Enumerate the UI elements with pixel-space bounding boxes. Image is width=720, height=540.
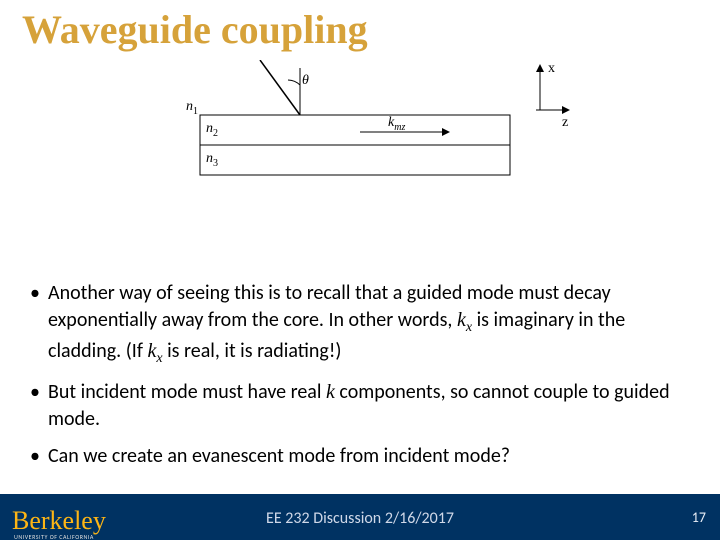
slab: θ n1 n2 n3 kmz [186, 60, 510, 175]
waveguide-svg: x z θ n1 n2 n3 kmz [150, 60, 570, 240]
page-number: 17 [692, 509, 706, 526]
svg-text:kmz: kmz [388, 115, 405, 133]
bullet-item: • But incident mode must have real k com… [30, 379, 690, 433]
svg-text:θ: θ [302, 73, 309, 88]
slide-footer: Berkeley UNIVERSITY OF CALIFORNIA EE 232… [0, 494, 720, 540]
bullet-list: • Another way of seeing this is to recal… [30, 280, 690, 480]
bullet-text: Another way of seeing this is to recall … [48, 280, 690, 369]
presentation-slide: Waveguide coupling x z θ n1 n2 n3 kmz • … [0, 0, 720, 540]
bullet-text: Can we create an evanescent mode from in… [48, 443, 510, 470]
bullet-item: • Another way of seeing this is to recal… [30, 280, 690, 369]
bullet-text: But incident mode must have real k compo… [48, 379, 690, 433]
bullet-item: • Can we create an evanescent mode from … [30, 443, 690, 470]
svg-text:n2: n2 [206, 121, 218, 139]
svg-text:z: z [562, 115, 568, 130]
svg-text:n3: n3 [206, 151, 218, 169]
svg-text:x: x [548, 61, 555, 76]
svg-text:n1: n1 [186, 99, 198, 117]
axes-inset: x z [536, 61, 570, 130]
footer-text: EE 232 Discussion 2/16/2017 [0, 509, 720, 528]
logo-subtitle: UNIVERSITY OF CALIFORNIA [14, 533, 94, 540]
waveguide-diagram: x z θ n1 n2 n3 kmz [150, 60, 570, 240]
slide-title: Waveguide coupling [22, 6, 368, 53]
